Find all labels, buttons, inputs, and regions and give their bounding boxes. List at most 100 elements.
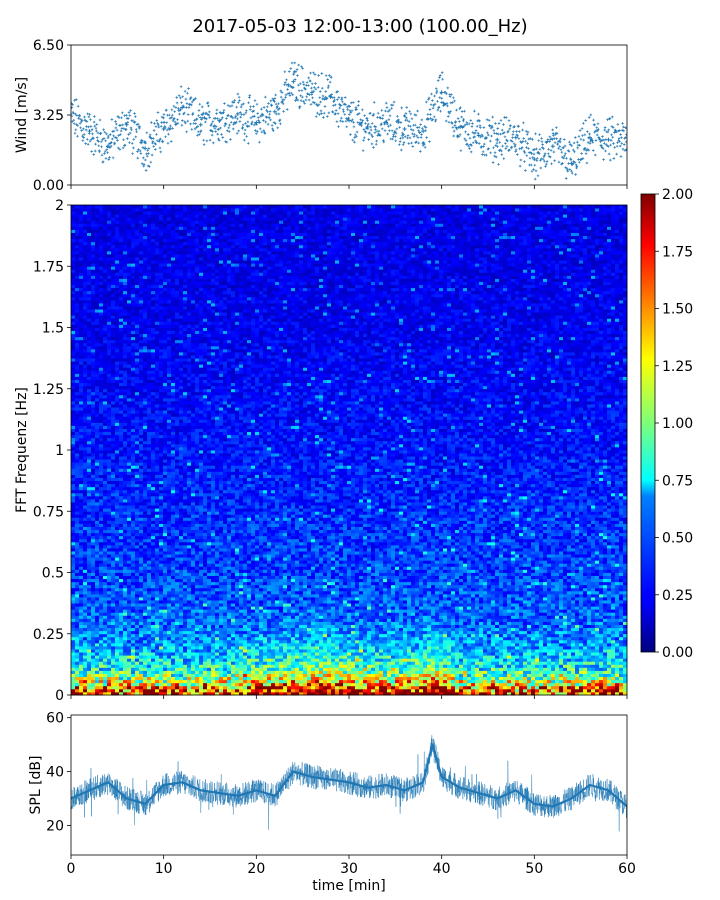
spectrogram-cell [463,691,468,696]
spectrogram-cell [483,667,488,671]
spectrogram-cell [303,685,308,690]
spectrogram-cell [347,636,352,641]
spectrogram-cell [115,603,120,607]
spectrogram-cell [439,597,444,601]
spectrogram-cell [403,600,408,604]
spectrogram-cell [223,621,228,625]
spectrogram-cell [415,682,420,687]
spectrogram-cell [527,691,532,696]
spectrogram-cell [227,603,232,607]
spectrogram-cell [563,664,568,668]
spectrogram-cell [431,615,436,619]
spectrogram-cell [183,673,188,678]
spectrogram-cell [543,609,548,613]
spectrogram-cell [199,667,204,671]
spectrogram-cell [419,676,424,681]
spectrogram-cell [87,664,92,668]
spectrogram-cell [467,590,472,595]
spectrogram-cell [367,664,372,668]
spectrogram-cell [511,688,516,693]
spectrogram-cell [203,682,208,687]
spectrogram-cell [283,615,288,619]
spectrogram-cell [363,667,368,671]
spectrogram-cell [523,655,528,659]
spectrogram-cell [107,652,112,656]
spectrogram-cell [375,655,380,659]
spectrogram-cell [311,652,316,656]
spectrogram-cell [403,624,408,629]
spectrogram-cell [351,670,356,674]
spectrogram-cell [119,639,124,644]
spectrogram-cell [99,590,104,595]
spectrogram-cell [167,593,172,598]
spectrogram-cell [187,670,192,674]
spectrogram-cell [303,609,308,613]
spectrogram-cell [583,639,588,644]
spectrogram-cell [359,590,364,595]
spectrogram-cell [519,615,524,619]
spectrogram-cell [103,646,108,650]
spectrogram-cell [303,667,308,671]
spectrogram-cell [347,664,352,668]
spectrogram-cell [551,624,556,629]
spectrogram-cell [287,624,292,629]
spectrogram-cell [487,685,492,690]
spectrogram-cell [467,600,472,604]
spectrogram-cell [263,612,268,616]
spectrogram-cell [535,636,540,641]
spectrogram-cell [139,673,144,678]
spectrogram-cell [91,633,96,638]
spectrogram-cell [623,624,628,629]
spectrogram-cell [215,633,220,638]
spectrogram-cell [579,688,584,693]
spectrogram-cell [347,688,352,693]
spectrogram-cell [95,655,100,659]
spectrogram-cell [219,597,224,601]
spectrogram-cell [571,603,576,607]
spectrogram-cell [623,670,628,674]
spectrogram-cell [599,688,604,693]
spectrogram-cell [571,688,576,693]
spectrogram-cell [311,682,316,687]
spectrogram-cell [195,587,200,592]
spectrogram-cell [387,612,392,616]
spectrogram-cell [123,609,128,613]
spectrogram-cell [87,606,92,610]
spectrogram-cell [115,612,120,616]
spectrogram-cell [435,652,440,656]
spectrogram-cell [591,658,596,662]
spectrogram-cell [599,603,604,607]
spectrogram-cell [119,606,124,610]
spectrogram-cell [583,652,588,656]
spectrogram-cell [207,633,212,638]
spectrogram-cell [423,612,428,616]
spectrogram-cell [311,661,316,665]
spectrogram-cell [539,600,544,604]
spectrogram-cell [71,612,76,616]
spectrogram-cell [299,593,304,598]
spectrogram-cell [367,676,372,681]
spectrogram-cell [615,612,620,616]
spectrogram-cell [139,615,144,619]
spectrogram-cell [535,661,540,665]
spectrogram-cell [207,600,212,604]
spectrogram-cell [451,682,456,687]
spectrogram-cell [247,658,252,662]
spectrogram-cell [559,633,564,638]
spectrogram-cell [583,618,588,622]
spectrogram-cell [271,685,276,690]
spectrogram-cell [163,627,168,632]
spectrogram-cell [367,642,372,647]
spectrogram-cell [167,673,172,678]
spectrogram-cell [511,649,516,653]
spectrogram-cell [391,609,396,613]
spectrogram-cell [479,633,484,638]
spectrogram-cell [355,590,360,595]
spectrogram-cell [259,655,264,659]
spectrogram-cell [507,658,512,662]
spectrogram-cell [179,615,184,619]
spectrogram-cell [75,667,80,671]
spectrogram-cell [99,600,104,604]
spectrogram-cell [495,661,500,665]
spectrogram-cell [255,593,260,598]
